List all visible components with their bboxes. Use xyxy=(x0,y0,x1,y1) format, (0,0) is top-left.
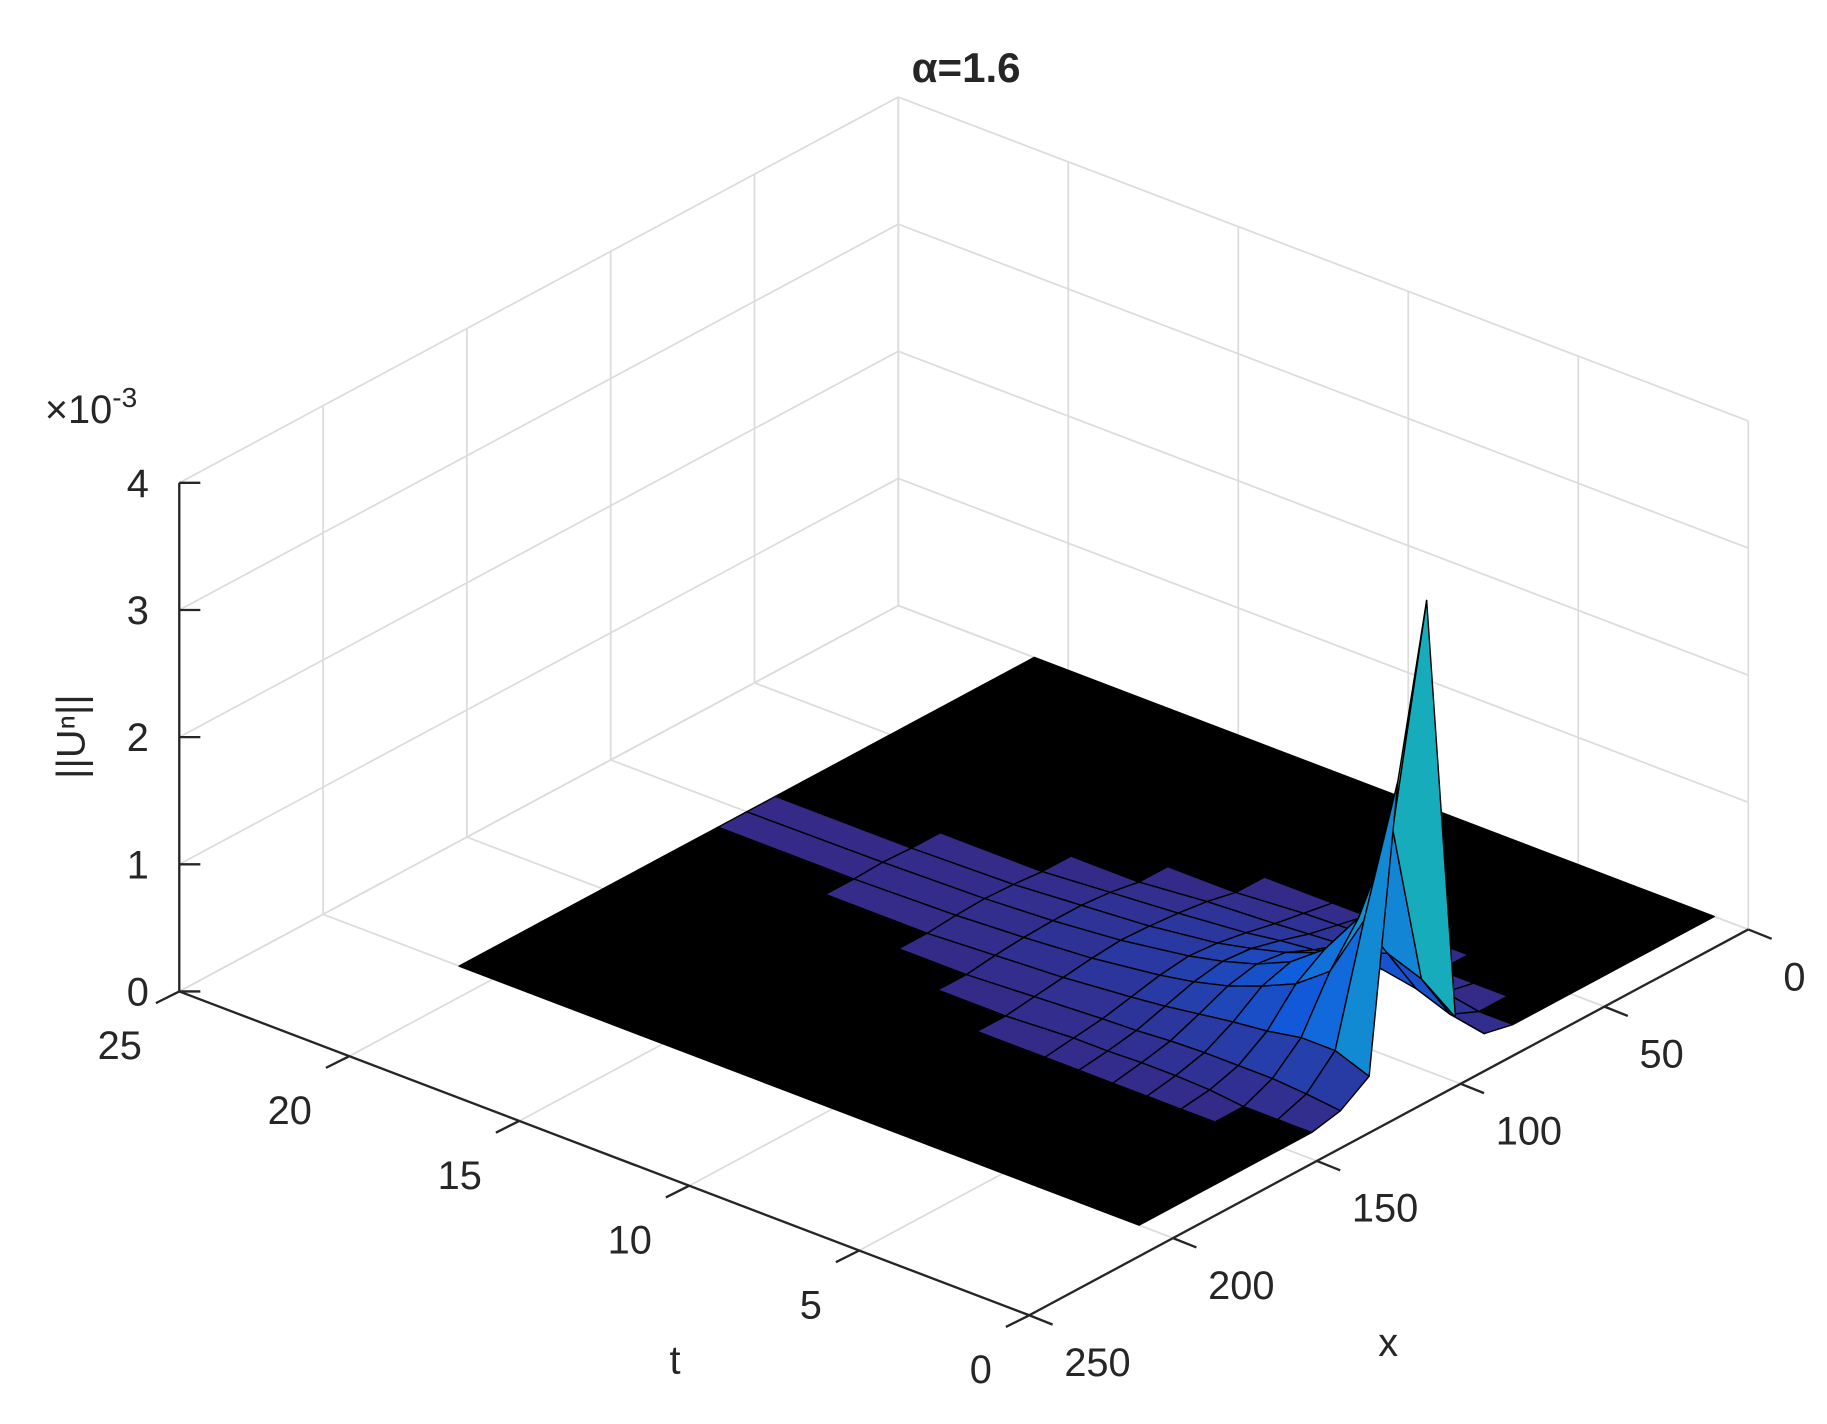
grid-line xyxy=(178,477,899,866)
z-tick-label: 3 xyxy=(127,589,149,633)
z-scale-label: ×10-3 xyxy=(45,382,137,432)
y-tick xyxy=(155,990,180,1005)
grid-line xyxy=(178,96,899,484)
y-tick-label: 15 xyxy=(438,1154,482,1198)
z-scale-base: ×10 xyxy=(45,388,112,432)
y-tick-label: 5 xyxy=(800,1283,822,1327)
x-axis xyxy=(1028,928,1749,1317)
y-axis-label: t xyxy=(669,1339,680,1383)
grid-line xyxy=(897,350,1749,676)
x-tick xyxy=(1316,1159,1341,1172)
x-tick-label: 250 xyxy=(1064,1341,1130,1385)
grid-line xyxy=(897,477,1749,804)
grid-line xyxy=(178,350,899,738)
grid-line xyxy=(178,223,899,611)
grid-line xyxy=(897,96,1749,422)
x-tick xyxy=(1604,1005,1629,1018)
grid-line xyxy=(897,223,1749,549)
y-tick xyxy=(835,1249,860,1264)
y-tick xyxy=(325,1055,350,1069)
grid-line xyxy=(178,604,899,993)
x-tick xyxy=(1747,928,1773,940)
y-tick-label: 0 xyxy=(970,1348,992,1392)
y-tick-label: 20 xyxy=(268,1089,312,1133)
z-axis-label: ||Uⁿ|| xyxy=(50,694,94,779)
x-tick-label: 200 xyxy=(1208,1264,1274,1308)
x-tick-label: 0 xyxy=(1783,955,1805,999)
x-tick xyxy=(1028,1314,1054,1326)
y-tick xyxy=(495,1119,520,1134)
surface-face xyxy=(1104,1196,1169,1226)
z-tick-label: 2 xyxy=(127,716,149,760)
x-tick-label: 100 xyxy=(1496,1110,1562,1154)
y-tick-label: 10 xyxy=(608,1219,652,1263)
z-tick-label: 0 xyxy=(127,970,149,1014)
y-tick xyxy=(665,1184,690,1199)
x-tick xyxy=(1172,1237,1197,1249)
z-tick-label: 4 xyxy=(127,462,149,506)
y-tick xyxy=(1005,1314,1030,1329)
z-scale-exponent: -3 xyxy=(112,382,137,413)
x-tick xyxy=(1460,1082,1485,1095)
y-tick-label: 25 xyxy=(98,1024,142,1068)
x-axis-label: x xyxy=(1378,1321,1398,1365)
x-tick-label: 150 xyxy=(1352,1187,1418,1231)
x-tick-label: 50 xyxy=(1640,1032,1684,1076)
chart-title: α=1.6 xyxy=(912,44,1021,91)
y-axis xyxy=(178,990,1030,1317)
z-tick-label: 1 xyxy=(127,843,149,887)
